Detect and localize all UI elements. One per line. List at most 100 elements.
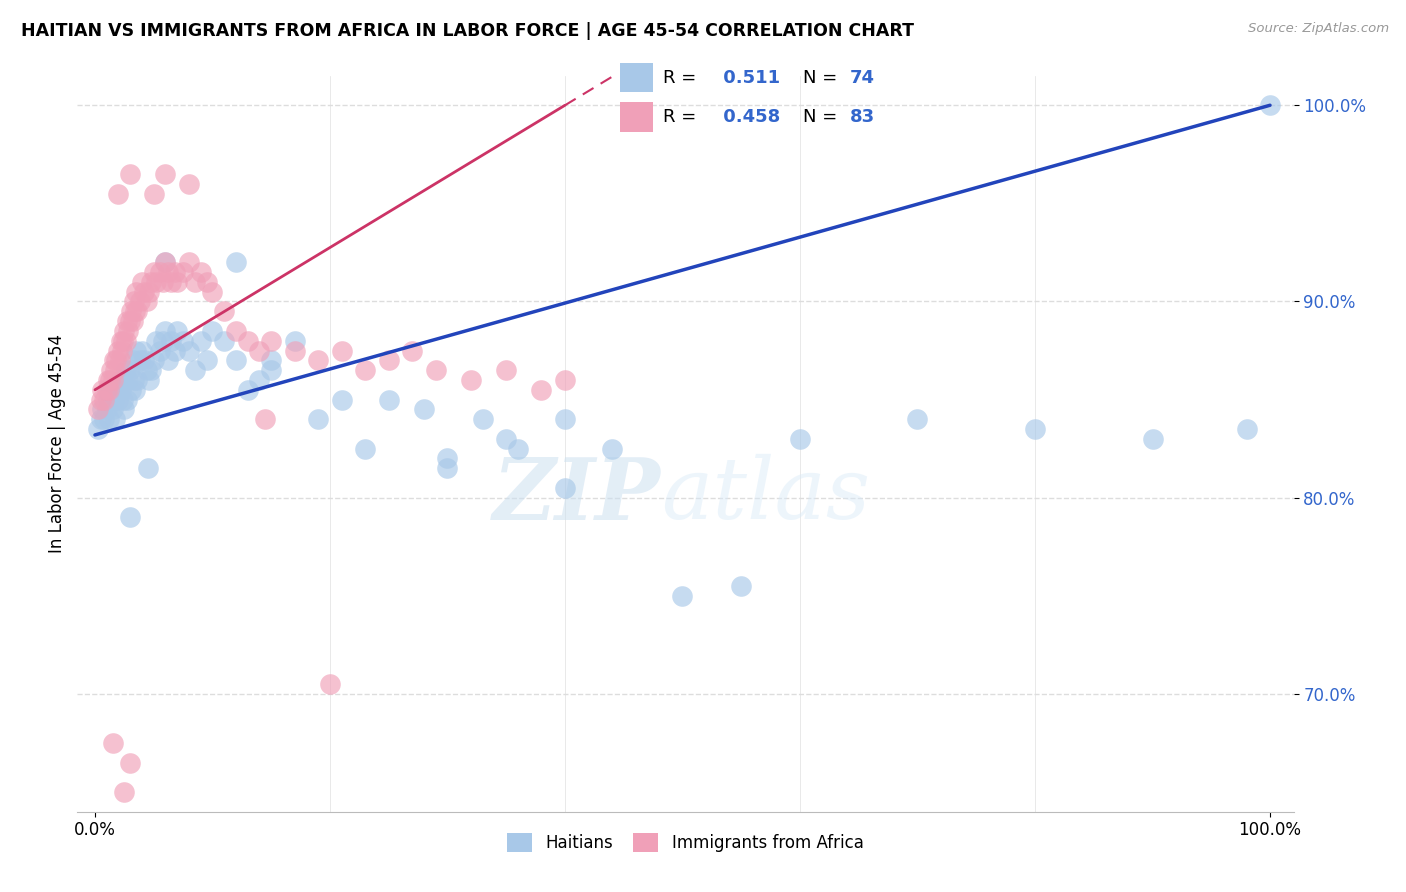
Point — [471, 412, 494, 426]
Point — [319, 677, 342, 691]
Point — [128, 294, 150, 309]
Point — [330, 392, 353, 407]
FancyBboxPatch shape — [620, 62, 652, 92]
Point — [554, 373, 576, 387]
Point — [152, 334, 174, 348]
Point — [172, 334, 194, 348]
Point — [125, 285, 148, 299]
Point — [135, 294, 157, 309]
Point — [124, 304, 146, 318]
Point — [124, 383, 146, 397]
Point — [145, 275, 167, 289]
Point — [149, 343, 172, 358]
Point — [307, 412, 329, 426]
Point — [284, 343, 307, 358]
Text: N =: N = — [803, 108, 838, 126]
Point — [190, 334, 212, 348]
Point — [413, 402, 436, 417]
Text: ZIP: ZIP — [494, 453, 661, 537]
Point — [103, 392, 125, 407]
Point — [104, 412, 127, 426]
Point — [907, 412, 929, 426]
Point — [307, 353, 329, 368]
Point — [172, 265, 194, 279]
Point — [87, 402, 110, 417]
Point — [112, 334, 135, 348]
Point — [115, 392, 138, 407]
Point — [149, 265, 172, 279]
Point — [190, 265, 212, 279]
Point — [600, 442, 623, 456]
Point — [125, 343, 148, 358]
Point — [120, 756, 142, 770]
Point — [120, 304, 142, 318]
Point — [122, 373, 145, 387]
Point — [254, 412, 277, 426]
Text: 74: 74 — [849, 69, 875, 87]
Point — [260, 334, 283, 348]
Point — [98, 373, 121, 387]
Point — [142, 186, 165, 201]
Point — [120, 167, 142, 181]
Point — [114, 363, 136, 377]
Text: 0.511: 0.511 — [717, 69, 780, 87]
Point — [117, 373, 139, 387]
Point — [495, 363, 517, 377]
Point — [111, 373, 134, 387]
Point — [212, 334, 235, 348]
Point — [112, 785, 135, 799]
Point — [121, 314, 143, 328]
Point — [330, 343, 353, 358]
Point — [354, 442, 377, 456]
Point — [730, 579, 752, 593]
Point — [425, 363, 447, 377]
Point — [160, 275, 183, 289]
Point — [377, 353, 399, 368]
Point — [141, 363, 163, 377]
Point — [225, 324, 247, 338]
Text: R =: R = — [662, 69, 696, 87]
Point — [152, 275, 174, 289]
Point — [131, 343, 153, 358]
Point — [96, 402, 118, 417]
Point — [1142, 432, 1164, 446]
Point — [101, 402, 124, 417]
Point — [136, 461, 159, 475]
Point — [156, 265, 179, 279]
Point — [354, 363, 377, 377]
Point — [120, 363, 142, 377]
Point — [93, 412, 115, 426]
Point — [401, 343, 423, 358]
Point — [87, 422, 110, 436]
Point — [138, 285, 160, 299]
Point — [141, 275, 163, 289]
Point — [135, 363, 157, 377]
Point — [90, 412, 112, 426]
Point — [108, 353, 131, 368]
Point — [155, 167, 177, 181]
Point — [249, 373, 271, 387]
Point — [155, 255, 177, 269]
Point — [131, 275, 153, 289]
Point — [117, 324, 139, 338]
Point — [110, 334, 132, 348]
Point — [1236, 422, 1258, 436]
Point — [284, 334, 307, 348]
Point — [1024, 422, 1046, 436]
Point — [201, 324, 224, 338]
Point — [436, 461, 458, 475]
Point — [122, 294, 145, 309]
Point — [1258, 98, 1281, 112]
Point — [495, 432, 517, 446]
Point — [98, 383, 121, 397]
Point — [114, 334, 136, 348]
Point — [104, 363, 127, 377]
Point — [156, 353, 179, 368]
Point — [166, 275, 188, 289]
Point — [134, 353, 156, 368]
Point — [212, 304, 235, 318]
Point — [460, 373, 482, 387]
Point — [93, 392, 115, 407]
Point — [127, 304, 149, 318]
Point — [166, 324, 188, 338]
